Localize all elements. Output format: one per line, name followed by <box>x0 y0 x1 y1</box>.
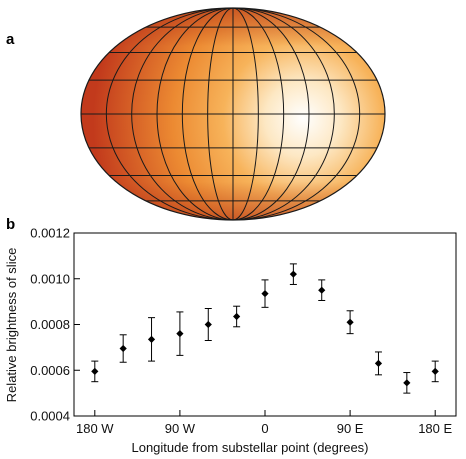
diamond-marker <box>346 318 354 326</box>
data-point <box>346 310 354 335</box>
x-tick-label: 90 E <box>337 421 364 436</box>
panel-label-a: a <box>6 31 15 48</box>
y-tick-label: 0.0008 <box>30 317 70 332</box>
y-tick-label: 0.0010 <box>30 271 70 286</box>
x-axis-title: Longitude from substellar point (degrees… <box>131 440 368 455</box>
data-point <box>261 279 269 308</box>
data-point <box>374 351 383 376</box>
diamond-marker <box>318 286 326 294</box>
x-axis: 180 W 90 W 0 90 E 180 E <box>76 410 453 436</box>
y-tick-label: 0.0006 <box>30 363 70 378</box>
data-point <box>318 279 326 301</box>
data-point <box>91 360 99 383</box>
panel-label-b: b <box>6 216 15 233</box>
y-tick-label: 0.0004 <box>30 409 70 424</box>
diamond-marker <box>176 330 184 338</box>
data-point <box>119 334 127 363</box>
data-point <box>176 311 184 356</box>
data-point <box>147 317 156 362</box>
y-axis: 0.0004 0.0006 0.0008 0.0010 0.0012 <box>30 226 80 424</box>
diamond-marker <box>119 344 127 353</box>
diamond-marker <box>403 379 411 387</box>
y-axis-title: Relative brightness of slice <box>4 248 19 403</box>
diamond-marker <box>147 335 156 343</box>
diamond-marker <box>374 359 383 367</box>
data-point <box>233 305 241 328</box>
x-tick-label: 180 E <box>418 421 452 436</box>
data-point <box>403 372 411 394</box>
diamond-marker <box>91 367 99 375</box>
data-point <box>431 360 439 383</box>
x-tick-label: 0 <box>261 421 268 436</box>
diamond-marker <box>289 270 297 278</box>
brightness-chart: 0.0004 0.0006 0.0008 0.0010 0.0012 180 W 90 W… <box>4 226 457 455</box>
diamond-marker <box>261 290 269 298</box>
data-points <box>91 263 439 394</box>
data-point <box>289 263 297 285</box>
map-outline <box>80 7 386 221</box>
x-tick-label: 180 W <box>76 421 114 436</box>
diamond-marker <box>431 367 439 375</box>
diamond-marker <box>204 320 212 329</box>
y-tick-label: 0.0012 <box>30 226 70 241</box>
x-tick-label: 90 W <box>165 421 196 436</box>
diamond-marker <box>233 312 241 321</box>
plot-frame <box>73 232 457 417</box>
temperature-map <box>80 7 386 221</box>
data-point <box>204 307 212 342</box>
